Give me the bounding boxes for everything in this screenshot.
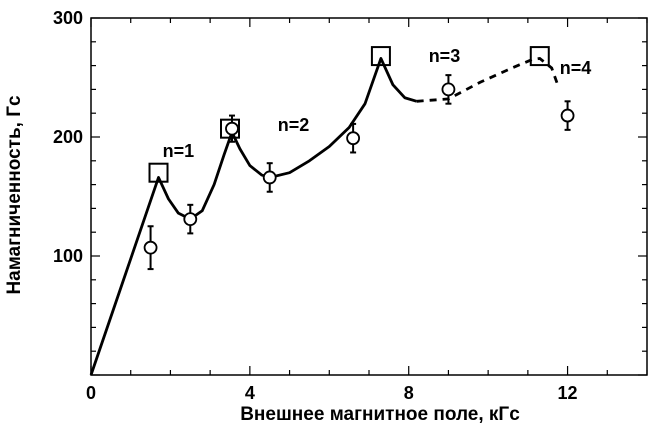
dashed-curve (416, 56, 559, 103)
solid-curve (89, 57, 418, 376)
x-tick-label: 4 (245, 383, 255, 403)
square-marker (529, 46, 550, 67)
data-point (346, 131, 361, 146)
annotation-label: n=1 (163, 141, 195, 161)
x-tick-label: 12 (558, 383, 578, 403)
square-marker (148, 162, 169, 183)
y-tick-label: 200 (53, 127, 83, 147)
y-axis-title: Намагниченность, Гс (4, 95, 25, 295)
fit-lines (89, 56, 559, 376)
data-points (143, 74, 575, 271)
axis-ticks (90, 17, 648, 376)
annotations: n=1 n=2 n=3 n=4 (163, 46, 592, 161)
y-tick-label: 300 (53, 8, 83, 28)
data-point (143, 240, 158, 255)
data-point (560, 108, 575, 123)
y-tick-label: 100 (53, 246, 83, 266)
square-marker (370, 46, 391, 67)
x-tick-label: 0 (86, 383, 96, 403)
data-point (225, 121, 239, 136)
tick-labels: 0 4 8 12 100 200 300 (53, 8, 578, 403)
data-point (262, 170, 277, 185)
x-axis-title: Внешнее магнитное поле, кГс (240, 404, 520, 425)
data-point (183, 212, 198, 227)
square-markers (148, 46, 550, 183)
data-point (441, 82, 456, 97)
square-marker (220, 118, 240, 139)
x-tick-label: 8 (404, 383, 414, 403)
annotation-label: n=2 (278, 115, 310, 135)
annotation-label: n=4 (560, 58, 592, 78)
annotation-label: n=3 (429, 46, 461, 66)
